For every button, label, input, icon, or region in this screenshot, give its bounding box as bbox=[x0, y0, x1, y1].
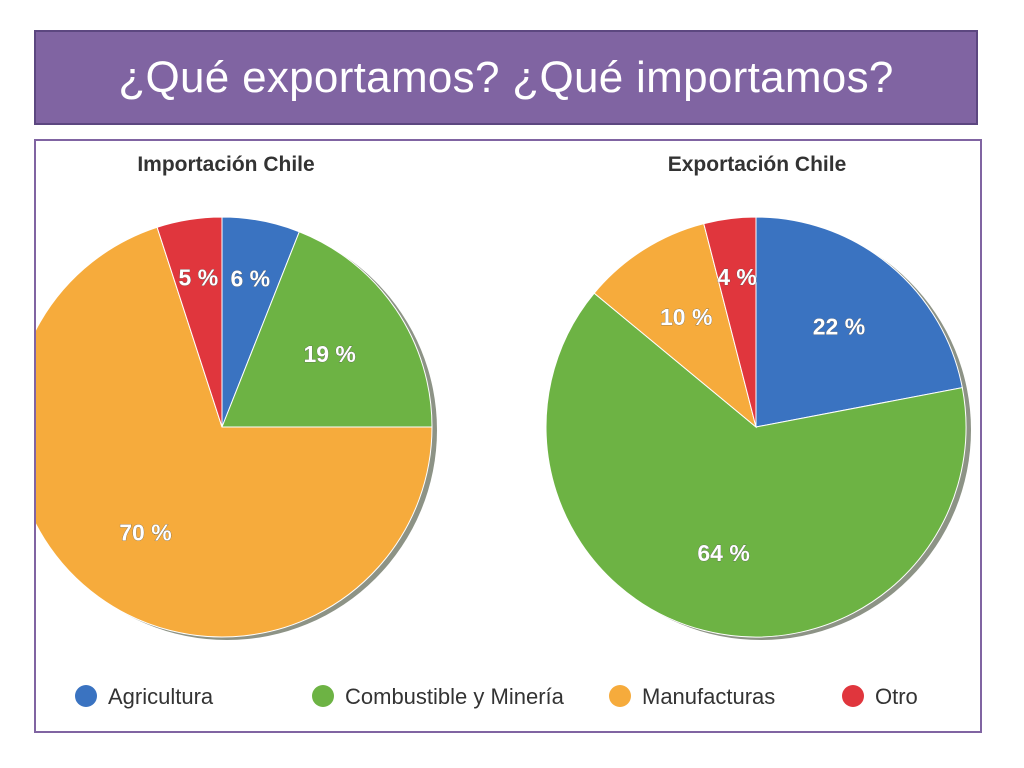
title-bar: ¿Qué exportamos? ¿Qué importamos? bbox=[34, 30, 978, 125]
pie-slice-agricultura bbox=[755, 216, 963, 428]
legend: Agricultura Combustible y Minería Manufact… bbox=[75, 684, 918, 709]
pie-chart-importacion-chile: Importación Chile 6 % 19 % 70 % 5 % bbox=[36, 153, 437, 640]
slice-label-combustible-y-mineria: 64 % bbox=[697, 540, 749, 566]
slice-label-otro: 4 % bbox=[717, 264, 757, 290]
pie-charts: Importación Chile 6 % 19 % 70 % 5 % Exportaci… bbox=[36, 153, 971, 709]
legend-swatch bbox=[609, 685, 631, 707]
slide-title: ¿Qué exportamos? ¿Qué importamos? bbox=[118, 52, 894, 102]
legend-item-agricultura: Agricultura bbox=[75, 684, 214, 709]
legend-label: Manufacturas bbox=[642, 684, 775, 709]
pie-slice-manufacturas bbox=[36, 226, 433, 638]
slice-label-manufacturas: 70 % bbox=[119, 519, 171, 545]
slice-label-otro: 5 % bbox=[179, 265, 219, 291]
slice-label-manufacturas: 10 % bbox=[660, 304, 712, 330]
legend-label: Otro bbox=[875, 684, 918, 709]
legend-item-combustible-y-mineria: Combustible y Minería bbox=[312, 684, 565, 709]
legend-item-manufacturas: Manufacturas bbox=[609, 684, 775, 709]
slice-label-agricultura: 22 % bbox=[813, 314, 865, 340]
legend-swatch bbox=[842, 685, 864, 707]
legend-label: Agricultura bbox=[108, 684, 214, 709]
pie-chart-exportacion-chile: Exportación Chile 22 % 64 % 10 %4 % bbox=[545, 153, 971, 640]
legend-swatch bbox=[312, 685, 334, 707]
chart-title: Importación Chile bbox=[137, 153, 314, 176]
pie-slice-otro bbox=[156, 216, 223, 428]
chart-frame: Importación Chile 6 % 19 % 70 % 5 % Exportaci… bbox=[34, 139, 982, 733]
legend-item-otro: Otro bbox=[842, 684, 918, 709]
legend-label: Combustible y Minería bbox=[345, 684, 565, 709]
legend-swatch bbox=[75, 685, 97, 707]
slice-label-agricultura: 6 % bbox=[231, 265, 271, 291]
pie-slice-combustible-y-mineria bbox=[221, 231, 433, 428]
pie-slice-manufacturas bbox=[593, 222, 757, 429]
slice-label-combustible-y-mineria: 19 % bbox=[303, 341, 355, 367]
pie-slice-combustible-y-mineria bbox=[545, 292, 967, 638]
chart-title: Exportación Chile bbox=[668, 153, 847, 176]
pie-slice-otro bbox=[703, 216, 757, 428]
